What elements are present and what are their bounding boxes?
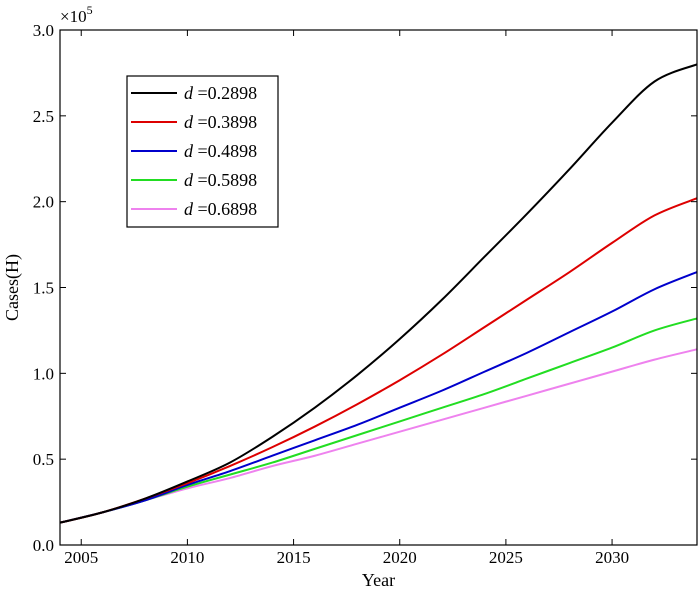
series-line-1 xyxy=(59,197,698,524)
legend-label-2: d =0.4898 xyxy=(184,141,257,161)
x-tick-label: 2030 xyxy=(595,548,629,567)
legend-var-3: d xyxy=(184,170,198,190)
legend-label-3: d =0.5898 xyxy=(184,170,257,190)
legend-var-0: d xyxy=(184,83,198,103)
y-ticks: 0.0 0.5 1.0 1.5 2.0 2.5 3.0 xyxy=(33,21,697,555)
y-axis-multiplier: ×105 xyxy=(60,3,93,26)
y-tick-label: 1.0 xyxy=(33,364,54,383)
multiplier-base: ×10 xyxy=(60,7,87,26)
series-line-3 xyxy=(59,317,698,524)
legend-label-1: d =0.3898 xyxy=(184,112,257,132)
series-line-0 xyxy=(59,63,698,524)
y-tick-label: 2.0 xyxy=(33,193,54,212)
y-tick-label: 1.5 xyxy=(33,279,54,298)
y-tick-label: 2.5 xyxy=(33,107,54,126)
y-tick-label: 0.5 xyxy=(33,450,54,469)
x-axis-label: Year xyxy=(362,570,395,590)
legend-label-0: d =0.2898 xyxy=(184,83,257,103)
y-tick-label: 0.0 xyxy=(33,536,54,555)
x-tick-label: 2015 xyxy=(277,548,311,567)
legend-value-1: =0.3898 xyxy=(198,112,258,132)
legend-var-2: d xyxy=(184,141,198,161)
x-tick-label: 2025 xyxy=(489,548,523,567)
legend-var-1: d xyxy=(184,112,198,132)
legend-var-4: d xyxy=(184,199,198,219)
y-axis-label: Cases(H) xyxy=(2,254,23,321)
legend-value-0: =0.2898 xyxy=(198,83,258,103)
legend-value-2: =0.4898 xyxy=(198,141,258,161)
x-ticks: 2005 2010 2015 2020 2025 2030 xyxy=(64,30,629,567)
series-line-2 xyxy=(59,271,698,524)
x-tick-label: 2005 xyxy=(64,548,98,567)
x-tick-label: 2010 xyxy=(170,548,204,567)
legend-value-4: =0.6898 xyxy=(198,199,258,219)
y-tick-label: 3.0 xyxy=(33,21,54,40)
x-tick-label: 2020 xyxy=(383,548,417,567)
multiplier-exponent: 5 xyxy=(87,3,93,17)
plot-lines xyxy=(59,63,698,524)
legend-value-3: =0.5898 xyxy=(198,170,258,190)
legend-label-4: d =0.6898 xyxy=(184,199,257,219)
